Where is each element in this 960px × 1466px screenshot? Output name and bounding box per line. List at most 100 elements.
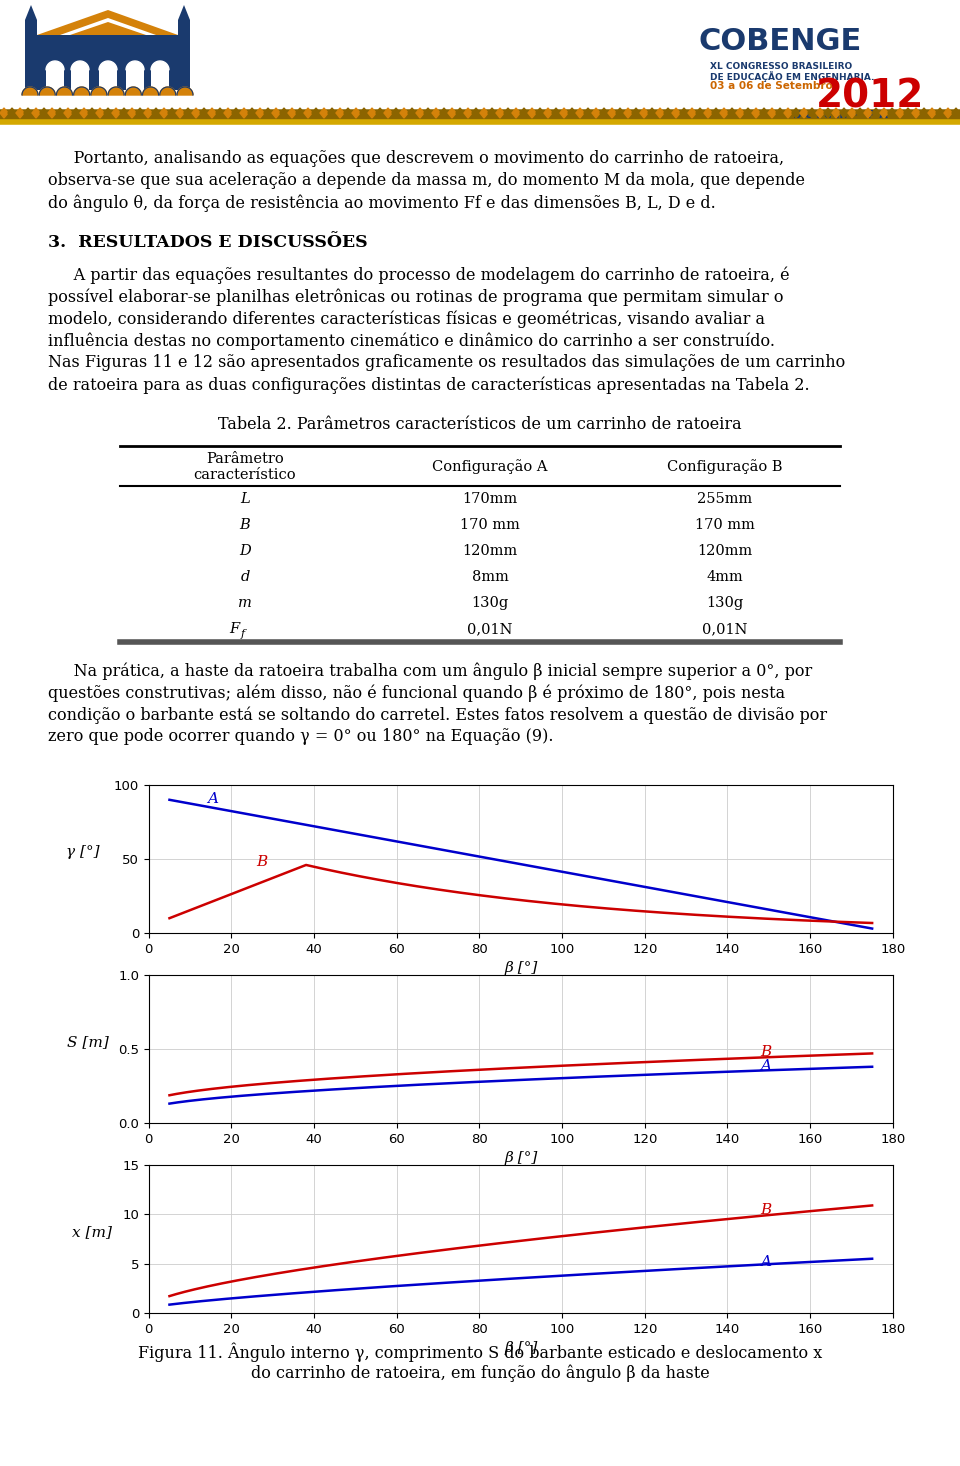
Polygon shape <box>592 108 600 117</box>
Bar <box>37 35 178 89</box>
Text: DE EDUCAÇÃO EM ENGENHARIA.: DE EDUCAÇÃO EM ENGENHARIA. <box>710 70 875 82</box>
Polygon shape <box>544 108 552 117</box>
Polygon shape <box>99 62 117 70</box>
Text: 8mm: 8mm <box>471 570 509 583</box>
Polygon shape <box>91 86 107 95</box>
Polygon shape <box>96 108 104 117</box>
Polygon shape <box>568 108 576 117</box>
Text: B e l é m  -  P A: B e l é m - P A <box>793 110 887 120</box>
Polygon shape <box>624 108 632 117</box>
Polygon shape <box>152 108 160 117</box>
Polygon shape <box>424 108 432 117</box>
Polygon shape <box>832 108 840 117</box>
Polygon shape <box>192 108 200 117</box>
Polygon shape <box>576 108 584 117</box>
Text: f: f <box>241 629 245 639</box>
Polygon shape <box>37 10 178 35</box>
Polygon shape <box>184 108 192 117</box>
Polygon shape <box>456 108 464 117</box>
Polygon shape <box>72 108 80 117</box>
Polygon shape <box>151 62 169 70</box>
Polygon shape <box>416 108 424 117</box>
Polygon shape <box>616 108 624 117</box>
Text: B: B <box>760 1204 772 1217</box>
Polygon shape <box>528 108 536 117</box>
Polygon shape <box>160 108 168 117</box>
Bar <box>71 70 89 95</box>
Text: 120mm: 120mm <box>697 544 753 559</box>
Polygon shape <box>48 108 56 117</box>
Polygon shape <box>744 108 752 117</box>
Polygon shape <box>888 108 896 117</box>
Polygon shape <box>248 108 256 117</box>
Polygon shape <box>816 108 824 117</box>
Polygon shape <box>384 108 392 117</box>
Polygon shape <box>944 108 952 117</box>
Polygon shape <box>880 108 888 117</box>
Polygon shape <box>584 108 592 117</box>
Polygon shape <box>216 108 224 117</box>
Text: 170 mm: 170 mm <box>695 517 755 532</box>
Polygon shape <box>640 108 648 117</box>
Polygon shape <box>368 108 376 117</box>
Polygon shape <box>200 108 208 117</box>
Polygon shape <box>80 108 88 117</box>
Polygon shape <box>440 108 448 117</box>
Text: de ratoeira para as duas configurações distintas de características apresentadas: de ratoeira para as duas configurações d… <box>48 375 809 393</box>
Polygon shape <box>536 108 544 117</box>
Polygon shape <box>176 108 184 117</box>
Text: Figura 11. Ângulo interno γ, comprimento S do barbante esticado e deslocamento x: Figura 11. Ângulo interno γ, comprimento… <box>138 1343 822 1362</box>
Polygon shape <box>856 108 864 117</box>
Text: A partir das equações resultantes do processo de modelagem do carrinho de ratoei: A partir das equações resultantes do pro… <box>48 265 790 283</box>
Polygon shape <box>344 108 352 117</box>
Polygon shape <box>88 108 96 117</box>
Text: COBENGE: COBENGE <box>698 28 862 57</box>
Polygon shape <box>16 108 24 117</box>
Text: D: D <box>239 544 251 559</box>
Text: Configuração B: Configuração B <box>667 459 782 475</box>
Polygon shape <box>664 108 672 117</box>
Text: zero que pode ocorrer quando γ = 0° ou 180° na Equação (9).: zero que pode ocorrer quando γ = 0° ou 1… <box>48 729 554 745</box>
Polygon shape <box>768 108 776 117</box>
Polygon shape <box>840 108 848 117</box>
Bar <box>126 70 144 95</box>
Polygon shape <box>728 108 736 117</box>
Polygon shape <box>696 108 704 117</box>
Polygon shape <box>560 108 568 117</box>
Polygon shape <box>808 108 816 117</box>
Text: B: B <box>256 855 268 869</box>
Y-axis label: γ [°]: γ [°] <box>66 844 100 859</box>
Text: A: A <box>760 1255 772 1268</box>
Text: característico: característico <box>194 468 297 482</box>
Polygon shape <box>360 108 368 117</box>
X-axis label: β [°]: β [°] <box>504 962 538 975</box>
Polygon shape <box>408 108 416 117</box>
Polygon shape <box>376 108 384 117</box>
Text: modelo, considerando diferentes características físicas e geométricas, visando a: modelo, considerando diferentes caracter… <box>48 309 765 327</box>
Polygon shape <box>142 86 158 95</box>
Text: 3.  RESULTADOS E DISCUSSÕES: 3. RESULTADOS E DISCUSSÕES <box>48 235 368 251</box>
Polygon shape <box>159 86 176 95</box>
Polygon shape <box>912 108 920 117</box>
Text: 0,01N: 0,01N <box>703 622 748 636</box>
Polygon shape <box>736 108 744 117</box>
Polygon shape <box>288 108 296 117</box>
Polygon shape <box>672 108 680 117</box>
X-axis label: β [°]: β [°] <box>504 1341 538 1355</box>
Bar <box>151 70 169 95</box>
Polygon shape <box>784 108 792 117</box>
Polygon shape <box>608 108 616 117</box>
Polygon shape <box>792 108 800 117</box>
Text: 0,01N: 0,01N <box>468 622 513 636</box>
Polygon shape <box>104 108 112 117</box>
Polygon shape <box>336 108 344 117</box>
Polygon shape <box>32 108 40 117</box>
Polygon shape <box>272 108 280 117</box>
Bar <box>46 70 64 95</box>
Polygon shape <box>320 108 328 117</box>
Text: A: A <box>760 1060 772 1073</box>
Polygon shape <box>952 108 960 117</box>
Polygon shape <box>920 108 928 117</box>
Polygon shape <box>25 4 37 21</box>
Polygon shape <box>57 86 72 95</box>
